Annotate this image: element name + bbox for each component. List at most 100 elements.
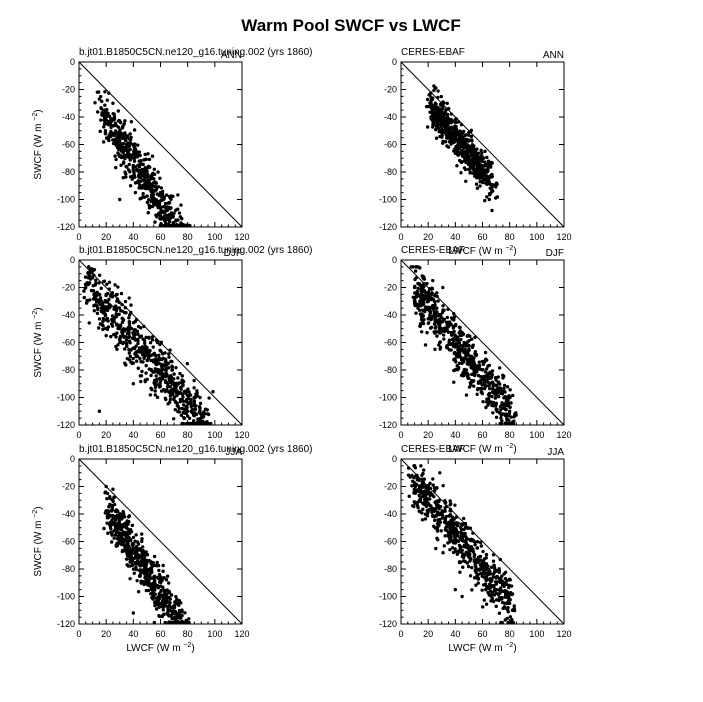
data-point — [450, 546, 455, 550]
data-point — [503, 407, 507, 411]
data-point — [158, 384, 163, 389]
data-point — [460, 152, 465, 156]
data-point — [163, 378, 168, 383]
data-point — [128, 132, 132, 136]
data-point — [104, 484, 108, 489]
data-point — [180, 381, 184, 385]
data-point — [110, 314, 115, 318]
data-point — [435, 499, 439, 503]
data-point — [486, 380, 490, 385]
data-point — [153, 367, 157, 371]
data-point — [131, 142, 136, 147]
data-point — [482, 381, 486, 386]
x-tick-label: 0 — [76, 629, 81, 639]
data-point — [164, 213, 169, 217]
y-tick-label: -80 — [62, 365, 75, 375]
data-point — [445, 136, 449, 140]
data-point — [505, 579, 509, 583]
scatter-points — [82, 265, 215, 425]
data-point — [179, 225, 183, 227]
y-tick-label: -20 — [384, 482, 397, 492]
data-point — [144, 335, 148, 340]
x-tick-label: 40 — [128, 430, 138, 440]
data-point — [124, 139, 128, 143]
data-point — [174, 594, 178, 599]
y-tick-label: -40 — [384, 509, 397, 519]
data-point — [140, 353, 145, 357]
data-point — [186, 396, 191, 401]
data-point — [82, 295, 86, 300]
data-point — [474, 156, 478, 160]
y-label-close: ) — [33, 506, 44, 509]
data-point — [136, 354, 140, 359]
data-point — [123, 306, 127, 310]
data-point — [433, 127, 438, 132]
data-point — [487, 197, 491, 202]
data-point — [449, 518, 454, 522]
data-point — [482, 598, 487, 602]
data-point — [83, 282, 88, 287]
data-point — [432, 84, 436, 88]
panel-season-label: ANN — [543, 50, 564, 61]
data-point — [110, 291, 115, 295]
data-point — [107, 280, 112, 284]
y-tick-label: -80 — [384, 167, 397, 177]
data-point — [120, 302, 124, 307]
data-point — [134, 544, 139, 549]
data-point — [198, 395, 202, 400]
data-point — [509, 401, 513, 405]
x-label-text: LWCF (W m — [448, 246, 505, 257]
data-point — [438, 471, 442, 475]
data-point — [148, 182, 153, 186]
data-point — [445, 344, 449, 348]
data-point — [166, 352, 171, 356]
data-point — [432, 330, 436, 334]
data-point — [425, 281, 429, 286]
data-point — [464, 179, 468, 184]
data-point — [134, 344, 138, 348]
data-point — [436, 537, 440, 542]
data-point — [413, 291, 417, 295]
data-point — [151, 370, 155, 374]
data-point — [124, 147, 128, 151]
data-point — [471, 146, 475, 151]
data-point — [510, 620, 515, 624]
data-point — [100, 99, 104, 104]
data-point — [453, 547, 457, 551]
data-point — [112, 536, 116, 540]
data-point — [441, 139, 445, 143]
data-point — [435, 528, 440, 532]
data-point — [457, 361, 462, 365]
data-point — [452, 138, 456, 143]
panel-jja-obs: 0 20 40 60 80 100 120 0 -20 -40 -60 -80 -100 -120 CERE… — [379, 444, 572, 654]
y-label-exponent: −2 — [32, 311, 39, 319]
data-point — [469, 128, 474, 133]
x-tick-label: 80 — [505, 430, 515, 440]
data-point — [121, 175, 125, 180]
data-point — [419, 330, 424, 334]
data-point — [174, 223, 178, 227]
data-point — [481, 549, 485, 554]
data-point — [448, 513, 453, 517]
data-point — [102, 307, 106, 312]
data-point — [117, 130, 122, 134]
data-point — [103, 103, 107, 107]
data-point — [127, 328, 131, 333]
data-point — [186, 394, 191, 398]
y-tick-label: -120 — [57, 619, 75, 629]
data-point — [471, 531, 475, 535]
data-point — [493, 580, 498, 584]
data-point — [503, 390, 507, 394]
data-point — [131, 346, 135, 351]
data-point — [456, 539, 461, 543]
data-point — [510, 608, 515, 612]
data-point — [506, 610, 510, 614]
data-point — [125, 153, 130, 158]
data-point — [168, 207, 172, 211]
data-point — [165, 574, 170, 578]
data-point — [432, 122, 436, 127]
data-point — [447, 533, 451, 538]
data-point — [490, 208, 494, 213]
data-point — [172, 396, 176, 401]
y-tick-label: -80 — [62, 167, 75, 177]
